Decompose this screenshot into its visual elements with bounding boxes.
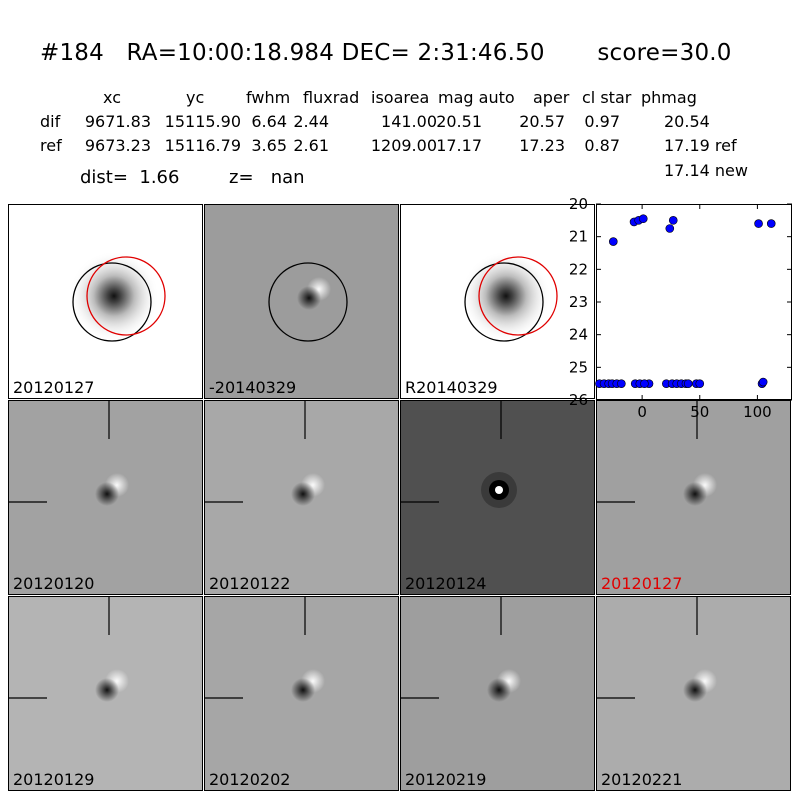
- x-tick-label: 0: [637, 403, 647, 421]
- data-point: [695, 379, 705, 388]
- stamp-image: [69, 251, 166, 342]
- col-mag-auto: mag auto: [438, 88, 515, 107]
- data-point: [640, 379, 649, 388]
- cell-dif-isoarea: 141.00: [381, 112, 437, 131]
- stamp-panel-9: 20120202: [204, 596, 399, 791]
- stamp-panel-11: 20120221: [596, 596, 791, 791]
- col-cl-star: cl star: [582, 88, 632, 107]
- stamp-panel-6: 20120124: [400, 400, 595, 595]
- col-fwhm: fwhm: [246, 88, 291, 107]
- cell-ref-mag-auto: 17.17: [436, 136, 482, 155]
- stamp-panel-5: 20120122: [204, 400, 399, 595]
- stamp-panel-3: R20140329: [400, 204, 595, 399]
- stamp-panel-7: 20120127: [596, 400, 791, 595]
- stamp-panel-10: 20120219: [400, 596, 595, 791]
- candidate-title: #184 RA=10:00:18.984 DEC= 2:31:46.50 sco…: [40, 40, 732, 66]
- dec-value: DEC= 2:31:46.50: [341, 40, 545, 66]
- y-tick-label: 26: [569, 391, 588, 409]
- plot-frame: [596, 204, 792, 400]
- dist-value: dist= 1.66: [80, 167, 180, 188]
- cell-dif-fluxrad: 2.44: [293, 112, 329, 131]
- ra-value: RA=10:00:18.984: [126, 40, 335, 66]
- stamp-date-label: -20140329: [209, 378, 297, 397]
- cell-ref-isoarea: 1209.00: [370, 136, 437, 155]
- stamp-image: [9, 597, 129, 702]
- cell-ref-fwhm: 3.65: [251, 136, 287, 155]
- z-value: z= nan: [229, 167, 305, 188]
- row-label-dif: dif: [40, 112, 61, 131]
- stamp-image: [461, 251, 558, 342]
- col-aper: aper: [533, 88, 570, 107]
- data-point: [638, 214, 648, 223]
- stamp-panel-8: 20120129: [8, 596, 203, 791]
- stamp-image: [401, 597, 521, 702]
- cell-dif-aper: 20.57: [519, 112, 565, 131]
- data-point: [665, 224, 675, 233]
- score-value: score=30.0: [597, 40, 732, 66]
- stamp-date-label: 20120202: [209, 770, 291, 789]
- data-point: [608, 237, 618, 246]
- col-xc: xc: [103, 88, 121, 107]
- data-point: [668, 216, 678, 225]
- stamp-image: [205, 597, 325, 702]
- stamp-date-label: 20120127: [601, 574, 683, 593]
- candidate-id: #184: [40, 40, 104, 66]
- stamp-image: [401, 401, 517, 508]
- cell-ref-cl-star: 0.87: [584, 136, 620, 155]
- col-isoarea: isoarea: [371, 88, 430, 107]
- stamp-image: [268, 262, 348, 342]
- cell-ref-phmag: 17.19 ref: [664, 136, 737, 155]
- y-tick-label: 21: [569, 228, 588, 246]
- data-point: [766, 219, 776, 228]
- stamp-date-label: 20120221: [601, 770, 683, 789]
- stamp-date-label: R20140329: [405, 378, 498, 397]
- stamp-date-label: 20120122: [209, 574, 291, 593]
- y-tick-label: 25: [569, 358, 588, 376]
- stamp-date-label: 20120129: [13, 770, 95, 789]
- light-curve-plot: 20 21 22 23 24 25 26 0 50 100: [569, 195, 792, 421]
- x-tick-label: 50: [690, 403, 709, 421]
- cell-dif-fwhm: 6.64: [251, 112, 287, 131]
- data-point: [617, 379, 626, 388]
- cell-ref-yc: 15116.79: [164, 136, 241, 155]
- row-label-ref: ref: [40, 136, 62, 155]
- cell-ref-aper: 17.23: [519, 136, 565, 155]
- cell-dif-phmag: 20.54: [664, 112, 710, 131]
- stamp-image: [205, 401, 325, 506]
- cell-dif-xc: 9671.83: [84, 112, 151, 131]
- stamp-panel-4: 20120120: [8, 400, 203, 595]
- cell-dif-yc: 15115.90: [164, 112, 241, 131]
- phmag-new: 17.14 new: [664, 161, 748, 180]
- cell-dif-cl-star: 0.97: [584, 112, 620, 131]
- stamp-panel-2: -20140329: [204, 204, 399, 399]
- stamp-panel-1: 20120127: [8, 204, 203, 399]
- cell-dif-mag-auto: 20.51: [436, 112, 482, 131]
- y-tick-label: 20: [569, 195, 588, 213]
- y-tick-label: 22: [569, 260, 588, 278]
- cell-ref-fluxrad: 2.61: [293, 136, 329, 155]
- col-yc: yc: [186, 88, 205, 107]
- stamp-date-label: 20120219: [405, 770, 487, 789]
- y-tick-label: 24: [569, 326, 588, 344]
- stamp-image: [9, 401, 129, 506]
- stamp-image: [597, 597, 717, 702]
- cell-ref-xc: 9673.23: [84, 136, 151, 155]
- data-point: [683, 379, 693, 388]
- data-point: [754, 219, 763, 228]
- col-phmag: phmag: [641, 88, 697, 107]
- col-fluxrad: fluxrad: [303, 88, 360, 107]
- y-tick-label: 23: [569, 293, 588, 311]
- x-tick-label: 100: [743, 403, 772, 421]
- stamp-date-label: 20120120: [13, 574, 95, 593]
- stamp-image: [597, 401, 717, 506]
- data-point: [758, 377, 768, 387]
- stamp-date-label: 20120124: [405, 574, 487, 593]
- stamp-date-label: 20120127: [13, 378, 95, 397]
